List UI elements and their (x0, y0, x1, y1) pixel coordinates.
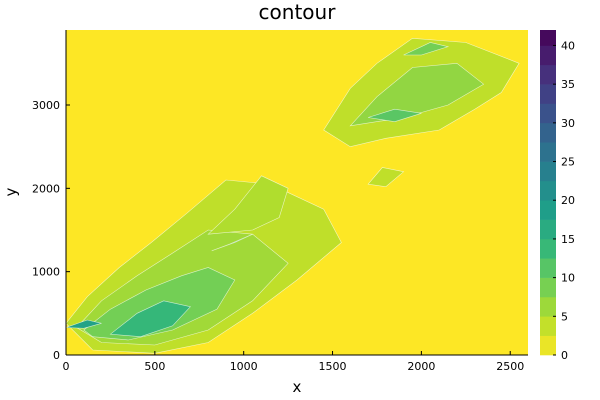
colorbar-band (540, 335, 556, 356)
y-tick-label: 2000 (32, 182, 60, 195)
colorbar-tick-label: 20 (561, 194, 575, 207)
x-tick-label: 1500 (319, 360, 347, 373)
x-tick-label: 0 (63, 360, 70, 373)
colorbar-tick-label: 10 (561, 272, 575, 285)
colorbar-tick-label: 30 (561, 117, 575, 130)
contour-region-6 (207, 175, 289, 235)
x-ticks: 0 500 1000 1500 2000 2500 (63, 351, 524, 373)
colorbar-band (540, 258, 556, 278)
colorbar-tick-label: 40 (561, 39, 575, 52)
contour-region-9 (368, 108, 422, 123)
y-tick-label: 0 (53, 349, 60, 362)
colorbar-band (540, 45, 556, 66)
colorbar-band (540, 103, 556, 124)
colorbar-tick-label: 5 (561, 310, 568, 323)
contour-region-10 (403, 42, 450, 56)
x-tick-label: 2000 (407, 360, 435, 373)
colorbar-band (540, 84, 556, 104)
colorbar-band (540, 316, 556, 336)
colorbar-band (540, 238, 556, 259)
colorbar-band (540, 277, 556, 298)
colorbar-band (540, 64, 556, 85)
colorbar: 0 5 10 15 20 25 30 35 40 (540, 30, 575, 362)
colorbar-band (540, 180, 556, 201)
colorbar-band (540, 122, 556, 143)
x-axis-label: x (293, 378, 302, 396)
colorbar-tick-label: 25 (561, 156, 575, 169)
y-axis-label: y (2, 187, 20, 196)
colorbar-tick-label: 0 (561, 349, 568, 362)
y-tick-label: 1000 (32, 266, 60, 279)
y-ticks: 0 1000 2000 3000 (32, 99, 70, 362)
contour-regions (66, 37, 520, 354)
colorbar-tick-label: 35 (561, 78, 575, 91)
contour-region-11 (367, 167, 405, 188)
colorbar-band (540, 142, 556, 162)
chart-title: contour (259, 0, 337, 24)
colorbar-band (540, 161, 556, 182)
x-tick-label: 1000 (230, 360, 258, 373)
contour-region-4 (66, 319, 102, 329)
colorbar-tick-label: 15 (561, 233, 575, 246)
colorbar-band (540, 30, 556, 46)
colorbar-band (540, 296, 556, 317)
colorbar-band (540, 200, 556, 220)
y-tick-label: 3000 (32, 99, 60, 112)
contour-region-5 (211, 233, 253, 252)
x-tick-label: 500 (144, 360, 165, 373)
contour-region-3 (109, 300, 191, 338)
colorbar-band (540, 219, 556, 240)
x-tick-label: 2500 (496, 360, 524, 373)
